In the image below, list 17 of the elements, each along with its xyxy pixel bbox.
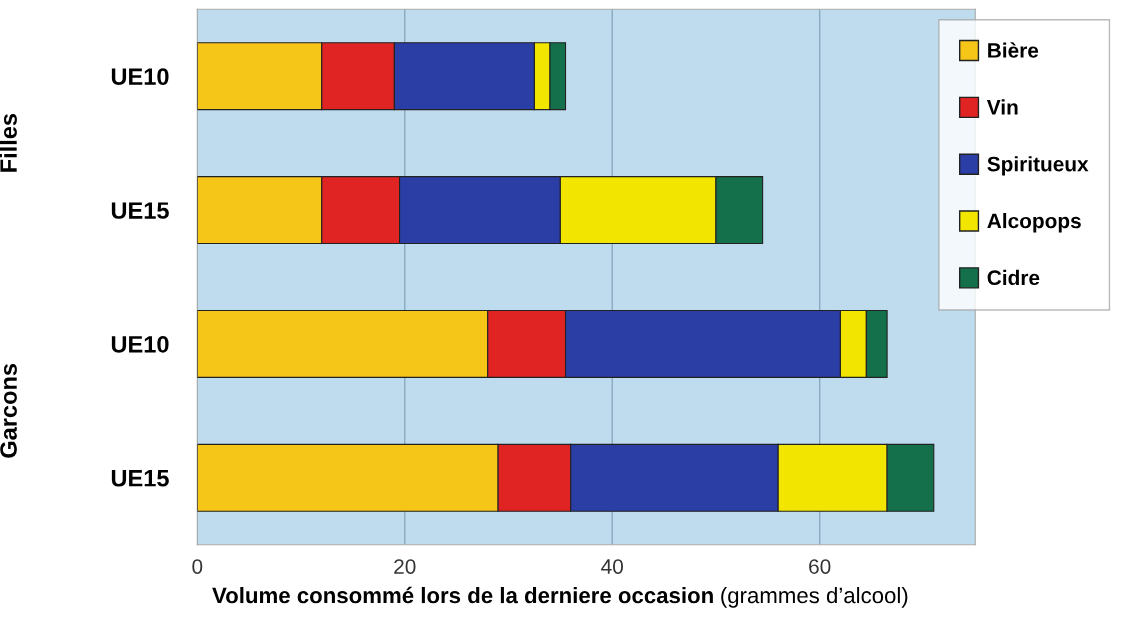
legend-label: Cidre <box>987 269 1040 286</box>
text: (grammes d’alcool) <box>721 586 908 608</box>
text: Filles <box>0 113 17 172</box>
x-tick-label: 0 <box>192 559 203 574</box>
x-tick-label: 20 <box>394 559 416 574</box>
y-tick-label: UE15 <box>111 202 169 219</box>
legend-label: Spiritueux <box>987 156 1089 176</box>
legend-label: Vin <box>986 99 1018 115</box>
y-tick-label: UE15 <box>111 470 169 487</box>
y-tick-label: UE10 <box>111 336 169 353</box>
legend-label: Bière <box>988 42 1039 58</box>
x-tick-label: 60 <box>809 559 831 574</box>
legend-label: Alcopops <box>987 212 1081 233</box>
x-tick-label: 40 <box>601 559 623 574</box>
y-tick-label: UE10 <box>111 68 169 85</box>
x-axis-title: Volume consommé lors de la derniere occasion <box>212 586 713 604</box>
text: Garcons <box>0 363 17 458</box>
